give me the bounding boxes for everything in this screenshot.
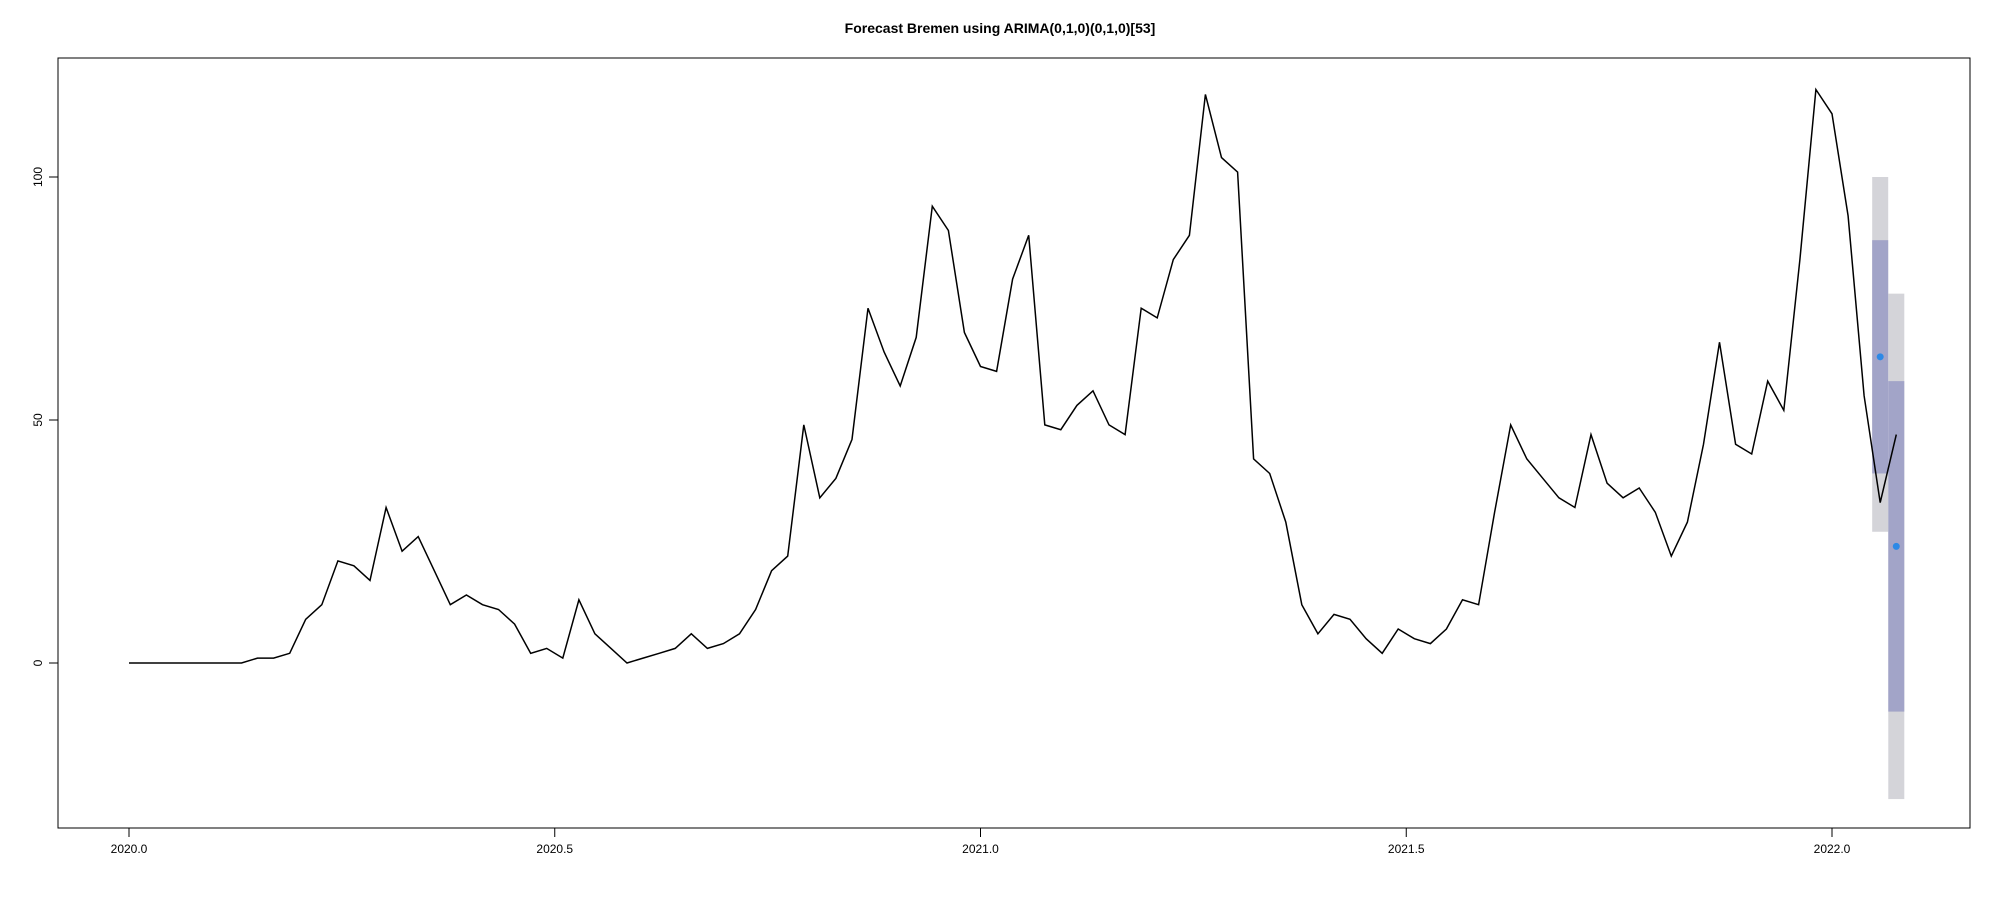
chart-title: Forecast Bremen using ARIMA(0,1,0)(0,1,0… xyxy=(844,20,1156,36)
x-tick-label: 2020.0 xyxy=(111,842,148,856)
x-tick-label: 2022.0 xyxy=(1814,842,1851,856)
plot-frame xyxy=(57,57,1971,829)
x-axis: 2020.0 2020.5 2021.0 2021.5 2022.0 xyxy=(111,827,1851,856)
forecast-mean-point xyxy=(1892,542,1900,550)
forecast-points-group xyxy=(1876,353,1900,550)
y-tick-label: 0 xyxy=(31,659,45,666)
x-tick-label: 2020.5 xyxy=(536,842,573,856)
y-tick-label: 50 xyxy=(31,413,45,427)
x-tick-label: 2021.0 xyxy=(962,842,999,856)
x-tick-label: 2021.5 xyxy=(1388,842,1425,856)
forecast-mean-point xyxy=(1876,353,1884,361)
y-tick-label: 100 xyxy=(31,167,45,187)
series-line xyxy=(129,87,1898,664)
y-axis: 0 50 100 xyxy=(31,167,59,666)
